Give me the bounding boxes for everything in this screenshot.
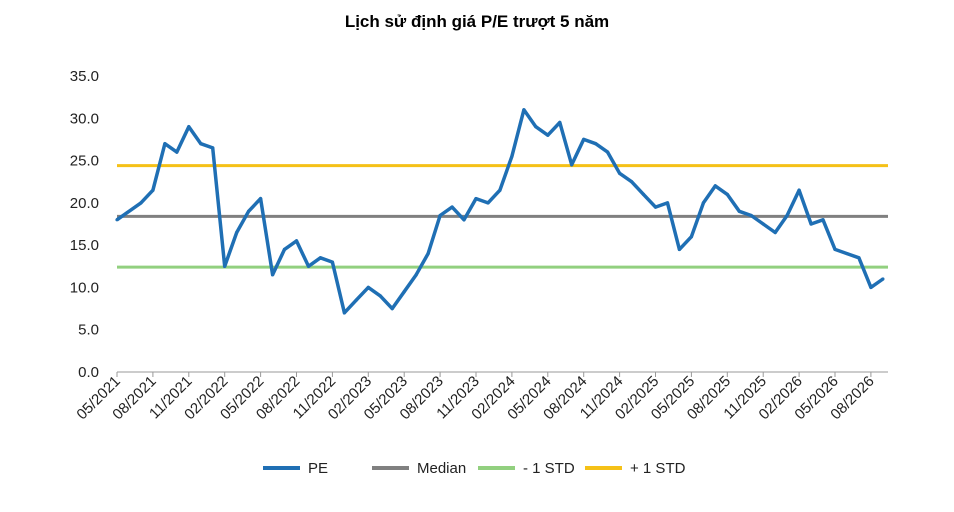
data-point [211,146,215,150]
chart-title: Lịch sử định giá P/E trượt 5 năm [344,12,610,31]
data-point [259,197,263,201]
data-point [833,247,837,251]
data-point [342,311,346,315]
data-point [558,120,562,125]
data-point [510,154,514,158]
data-point [199,142,203,146]
data-point [582,137,586,141]
legend-label: PE [308,460,328,477]
y-tick-label: 30.0 [70,110,99,127]
data-point [426,252,430,256]
data-point [115,218,119,222]
data-point [175,150,179,154]
data-point [474,197,478,201]
data-point [749,213,753,218]
data-point [653,205,658,209]
data-point [845,252,849,256]
data-point [223,264,227,268]
data-point [330,260,334,264]
data-point [462,218,466,222]
y-tick-label: 15.0 [70,237,99,254]
y-tick-label: 35.0 [70,68,99,85]
data-point [390,307,394,311]
data-point [809,222,813,226]
legend-label: - 1 STD [523,460,575,477]
data-point [271,273,275,277]
data-point [570,163,574,167]
data-point [737,209,741,213]
data-point [869,285,873,289]
data-point [857,256,861,260]
data-point [522,108,526,112]
data-point [318,256,322,260]
axes: 0.05.010.015.020.025.030.035.005/202108/… [70,68,888,423]
legend-label: + 1 STD [630,460,686,477]
legend: PE Median - 1 STD + 1 STD [263,460,686,477]
data-point [235,230,239,235]
data-point [139,201,143,205]
y-tick-label: 10.0 [70,279,99,296]
data-point [163,142,167,146]
data-point [294,239,299,243]
data-point [534,125,538,129]
y-tick-label: 5.0 [78,322,99,339]
data-point [761,222,765,226]
data-point [725,192,729,196]
data-point [821,218,825,222]
data-point [618,171,622,175]
y-tick-label: 0.0 [78,364,99,381]
data-point [881,277,885,281]
data-point [282,247,287,251]
data-point [641,192,646,196]
data-point [677,247,682,251]
data-point [187,125,191,129]
data-point [665,201,670,205]
series-line-pe [115,108,884,315]
data-point [306,264,311,268]
legend-label: Median [417,460,466,477]
data-point [378,294,382,298]
data-point [797,188,801,192]
data-point [773,230,777,235]
y-tick-label: 20.0 [70,195,99,212]
data-point [689,235,694,239]
data-point [498,188,502,192]
data-point [713,184,717,188]
series-layer [115,108,885,315]
data-point [701,201,706,205]
y-tick-label: 25.0 [70,153,99,170]
data-point [785,213,789,218]
data-point [366,285,370,289]
data-point [594,142,598,146]
data-point [486,201,490,205]
data-point [402,290,406,294]
data-point [546,133,550,137]
data-point [450,205,454,209]
data-point [354,298,358,302]
data-point [630,180,634,184]
data-point [438,213,442,218]
data-point [606,150,610,154]
data-point [414,273,418,277]
data-point [247,209,251,213]
data-point [151,188,155,192]
